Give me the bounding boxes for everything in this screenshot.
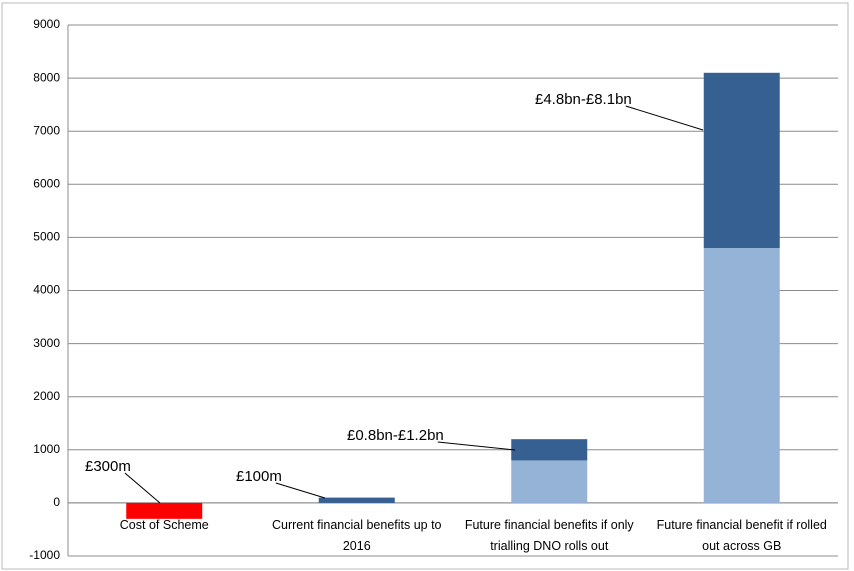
- annotation: £0.8bn-£1.2bn: [347, 427, 444, 444]
- leader-line: [275, 482, 326, 499]
- y-tick-label: -1000: [29, 548, 60, 562]
- bar-segment: [703, 248, 780, 503]
- bar-segment: [511, 439, 588, 461]
- leader-line: [437, 441, 516, 451]
- bar-segment: [703, 72, 780, 249]
- y-tick-label: 7000: [33, 123, 60, 137]
- annotation: £100m: [236, 468, 282, 485]
- x-tick-label: Cost of Scheme: [119, 517, 209, 532]
- y-tick-label: 8000: [33, 70, 60, 84]
- x-tick-label: Future financial benefits if only triall…: [464, 517, 634, 553]
- y-tick-label: 4000: [33, 283, 60, 297]
- y-tick-label: 3000: [33, 336, 60, 350]
- y-tick-label: 6000: [33, 176, 60, 190]
- annotation: £4.8bn-£8.1bn: [535, 91, 632, 108]
- bar-segment: [318, 497, 395, 503]
- x-tick-label: Current financial benefits up to 2016: [271, 517, 442, 553]
- y-tick-label: 2000: [33, 389, 60, 403]
- y-tick-label: 9000: [33, 17, 60, 31]
- leader-line: [625, 105, 704, 131]
- leader-line: [124, 472, 161, 504]
- y-tick-label: 0: [53, 495, 60, 509]
- annotation: £300m: [85, 458, 131, 475]
- y-tick-label: 1000: [33, 442, 60, 456]
- y-tick-label: 5000: [33, 230, 60, 244]
- x-tick-label: Future financial benefit if rolled out a…: [656, 517, 827, 553]
- bar-segment: [511, 460, 588, 503]
- bar-segment: [126, 502, 203, 519]
